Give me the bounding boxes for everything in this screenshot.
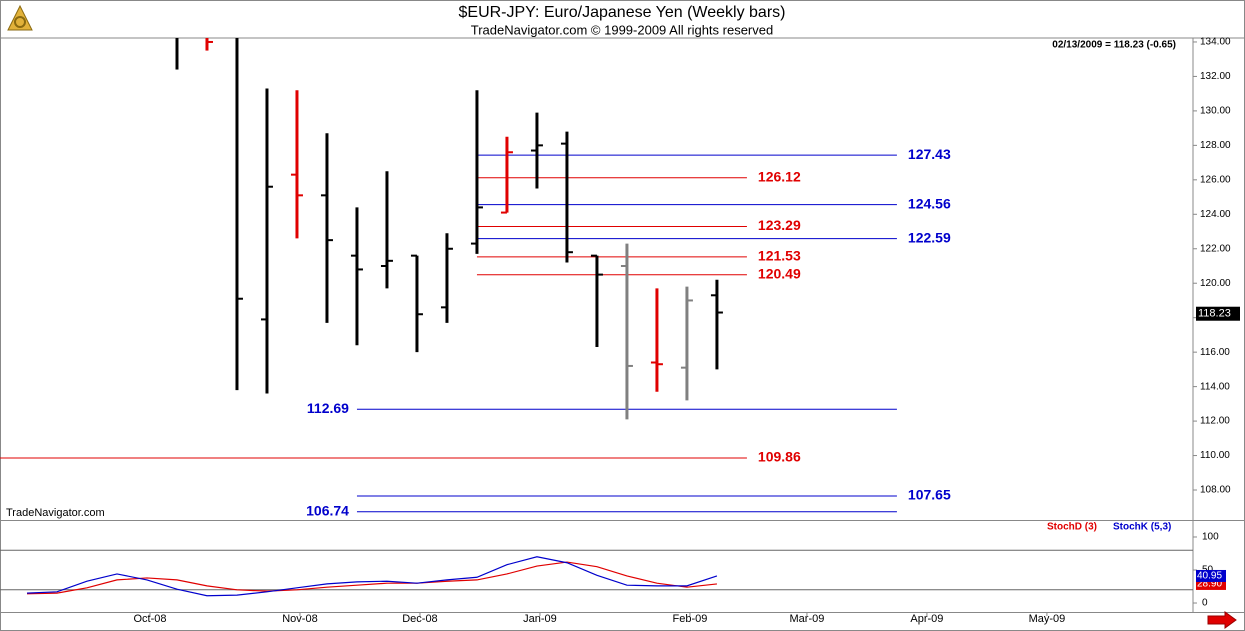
level-label: 107.65 bbox=[908, 487, 951, 503]
header-note: 02/13/2009 = 118.23 (-0.65) bbox=[1052, 40, 1176, 51]
y-tick-label: 116.00 bbox=[1200, 347, 1230, 358]
x-tick-label: Oct-08 bbox=[133, 613, 166, 625]
x-tick-label: May-09 bbox=[1029, 613, 1066, 625]
price-plot bbox=[0, 38, 897, 513]
y-tick-label: 108.00 bbox=[1200, 485, 1231, 496]
y-tick-label: 132.00 bbox=[1200, 71, 1231, 82]
y-tick-label: 114.00 bbox=[1200, 381, 1230, 392]
stoch-line bbox=[26, 561, 718, 595]
stoch-line bbox=[26, 556, 718, 597]
level-label: 126.12 bbox=[758, 168, 801, 184]
scroll-arrow[interactable] bbox=[1207, 611, 1237, 629]
y-tick-label: 112.00 bbox=[1200, 416, 1230, 427]
level-label: 122.59 bbox=[908, 229, 951, 245]
last-price-box bbox=[1196, 306, 1240, 321]
overlay: 108.00110.00112.00114.00116.00118.00120.… bbox=[133, 37, 1240, 625]
chart-subtitle: TradeNavigator.com © 1999-2009 All right… bbox=[471, 22, 773, 37]
y-tick-label: 122.00 bbox=[1200, 243, 1231, 254]
y-tick-label: 128.00 bbox=[1200, 140, 1231, 151]
level-label: 112.69 bbox=[307, 400, 349, 416]
logo-icon bbox=[7, 4, 33, 31]
chart-title: $EUR-JPY: Euro/Japanese Yen (Weekly bars… bbox=[459, 4, 786, 21]
level-label: 106.74 bbox=[306, 502, 349, 518]
y-tick-label: 124.00 bbox=[1200, 209, 1231, 220]
last-value-label: 28.90 bbox=[1197, 579, 1222, 590]
y-tick-label: 130.00 bbox=[1200, 106, 1231, 117]
y-tick-label: 110.00 bbox=[1200, 450, 1230, 461]
last-value-label: 40.95 bbox=[1197, 571, 1222, 582]
level-label: 127.43 bbox=[908, 146, 951, 162]
stoch-plot bbox=[0, 549, 1193, 597]
x-tick-label: Nov-08 bbox=[282, 613, 317, 625]
level-label: 121.53 bbox=[758, 248, 801, 264]
x-tick-label: Dec-08 bbox=[402, 613, 437, 625]
legend-entry: StochD (3) bbox=[1047, 522, 1097, 533]
y-tick-label: 120.00 bbox=[1200, 278, 1231, 289]
x-tick-label: Apr-09 bbox=[910, 613, 943, 625]
y-tick-label: 126.00 bbox=[1200, 174, 1231, 185]
last-price-label: 118.23 bbox=[1198, 308, 1231, 320]
level-label: 123.29 bbox=[758, 217, 801, 233]
last-value-box bbox=[1196, 569, 1226, 582]
legend-entry: StochK (5,3) bbox=[1113, 522, 1171, 533]
y-tick-label: 134.00 bbox=[1200, 37, 1231, 48]
level-label: 120.49 bbox=[758, 265, 801, 281]
x-tick-label: Mar-09 bbox=[790, 613, 825, 625]
x-tick-label: Jan-09 bbox=[523, 613, 557, 625]
watermark: TradeNavigator.com bbox=[6, 507, 105, 519]
level-label: 124.56 bbox=[908, 195, 951, 211]
x-tick-label: Feb-09 bbox=[673, 613, 708, 625]
y-tick-label: 100 bbox=[1202, 532, 1219, 543]
y-tick-label: 0 bbox=[1202, 598, 1208, 609]
level-label: 109.86 bbox=[758, 449, 801, 465]
